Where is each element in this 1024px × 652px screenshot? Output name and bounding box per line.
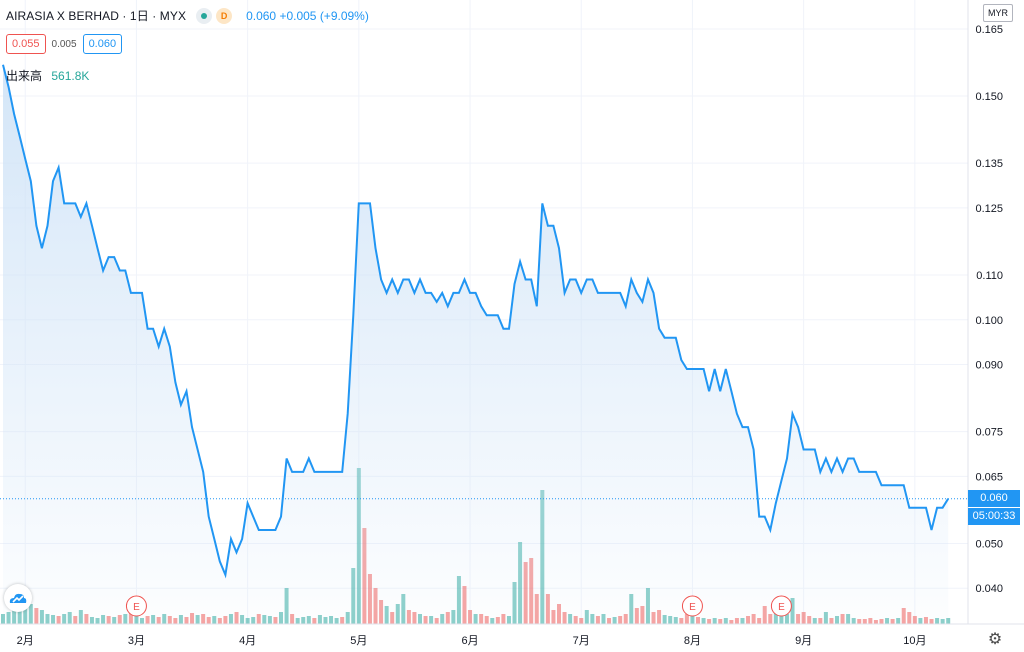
price-axis[interactable]: 0.165 0.150 0.135 0.125 0.110 0.100 0.090 0.075… <box>967 0 1003 624</box>
time-tick-label: 5月 <box>350 635 367 647</box>
price-tick-label: 0.100 <box>975 315 1003 327</box>
earnings-marker-label: E <box>133 602 140 613</box>
price-tick-label: 0.165 <box>975 24 1003 36</box>
earnings-marker[interactable] <box>125 595 147 617</box>
last-price-change: 0.060 +0.005 (+9.09%) <box>246 8 369 23</box>
price-tick-label: 0.110 <box>976 270 1003 282</box>
price-area-fill <box>3 64 949 624</box>
time-tick-label: 4月 <box>239 635 256 647</box>
price-tick-label: 0.125 <box>975 203 1003 215</box>
time-tick-label: 10月 <box>903 635 926 647</box>
market-status-icon <box>196 7 213 24</box>
spread-value: 0.005 <box>51 38 77 50</box>
volume-legend[interactable]: 出来高 561.8K <box>6 67 89 84</box>
time-axis[interactable]: 2月 3月 4月 5月 6月 7月 8月 9月 10月 <box>0 623 1024 647</box>
price-tick-label: 0.065 <box>975 471 1003 483</box>
bid-price[interactable]: 0.055 <box>6 34 46 54</box>
earnings-marker-label: E <box>778 602 785 613</box>
time-tick-label: 6月 <box>461 635 478 647</box>
bid-ask-row: 0.055 0.005 0.060 <box>6 34 123 54</box>
time-tick-label: 9月 <box>795 635 812 647</box>
volume-value: 561.8K <box>51 69 90 83</box>
time-tick-label: 2月 <box>17 635 34 647</box>
price-tick-label: 0.050 <box>975 538 1003 550</box>
current-price-label: 0.060 <box>968 489 1020 507</box>
price-tick-label: 0.150 <box>975 91 1003 103</box>
earnings-marker[interactable] <box>681 595 703 617</box>
currency-tag[interactable]: MYR <box>983 4 1013 22</box>
price-tick-label: 0.135 <box>975 158 1003 170</box>
volume-label: 出来高 <box>6 69 43 83</box>
delay-badge[interactable]: D <box>216 7 233 24</box>
price-tick-label: 0.075 <box>975 427 1003 439</box>
ask-price[interactable]: 0.060 <box>82 34 123 54</box>
bar-countdown-label: 05:00:33 <box>968 507 1020 525</box>
time-tick-label: 7月 <box>573 635 590 647</box>
earnings-marker[interactable] <box>770 595 792 617</box>
gear-icon[interactable]: ⚙ <box>987 631 1003 648</box>
symbol-title[interactable]: AIRASIA X BERHAD · 1日 · MYX <box>6 9 187 23</box>
price-line <box>2 64 950 579</box>
status-indicators: D <box>196 7 233 24</box>
earnings-marker-label: E <box>689 602 696 613</box>
time-tick-label: 8月 <box>684 635 701 647</box>
price-tick-label: 0.090 <box>975 360 1003 372</box>
price-tick-label: 0.040 <box>975 583 1003 595</box>
tradingview-logo-icon[interactable] <box>4 584 32 612</box>
time-tick-label: 3月 <box>128 635 145 647</box>
symbol-legend[interactable]: AIRASIA X BERHAD · 1日 · MYX D 0.060 +0.0… <box>6 7 369 24</box>
